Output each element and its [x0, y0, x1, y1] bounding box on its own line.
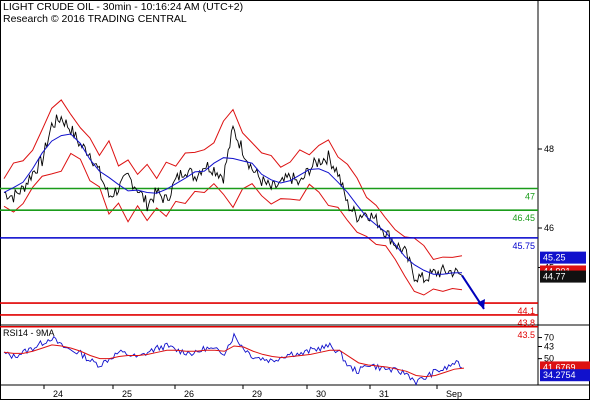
- price-tag-label: 44.77: [543, 272, 566, 282]
- level-label: 43.8: [517, 318, 535, 328]
- rsi-ma-series: [3, 344, 465, 378]
- level-label: 44.1: [517, 306, 535, 316]
- chart-title: LIGHT CRUDE OIL - 30min - 10:16:24 AM (U…: [3, 1, 244, 13]
- level-label: 43.5: [517, 330, 535, 340]
- rsi-y-tick-label: 70: [544, 333, 554, 343]
- x-tick-label: 31: [379, 389, 389, 399]
- level-label: 46.45: [512, 213, 535, 223]
- x-tick-label: 30: [316, 389, 326, 399]
- chart-subtitle: Research © 2016 TRADING CENTRAL: [3, 13, 187, 25]
- projection-arrow-head: [477, 298, 485, 309]
- x-tick-label: 26: [184, 389, 194, 399]
- y-tick-label: 46: [544, 223, 554, 233]
- x-tick-label: 24: [53, 389, 63, 399]
- y-tick-label: 48: [544, 144, 554, 154]
- level-label: 47: [525, 192, 535, 202]
- rsi-tag-label: 41.6769: [543, 362, 576, 372]
- rsi-y-tick-label: 50: [544, 354, 554, 364]
- upper-band: [3, 99, 463, 261]
- price-tag: 44.77: [540, 270, 586, 283]
- level-label: 45.75: [512, 241, 535, 251]
- lower-band: [3, 152, 463, 296]
- rsi-tag-box: [540, 369, 590, 382]
- x-tick-label: 29: [252, 389, 262, 399]
- x-tick-label: Sep: [446, 389, 462, 399]
- rsi-tag: 34.2754: [540, 369, 590, 382]
- y-tick-label: 43: [544, 342, 554, 352]
- rsi-series: [3, 332, 463, 386]
- rsi-tag-label: 34.2754: [543, 370, 576, 380]
- moving-average: [3, 133, 463, 275]
- price-tag-label: 45.25: [543, 253, 566, 263]
- x-tick-label: 25: [122, 389, 132, 399]
- price-tag-box: [540, 251, 586, 264]
- rsi-title: RSI14 - 9MA: [3, 328, 55, 338]
- price-tag-box: [540, 270, 586, 283]
- price-tag: 45.25: [540, 251, 586, 264]
